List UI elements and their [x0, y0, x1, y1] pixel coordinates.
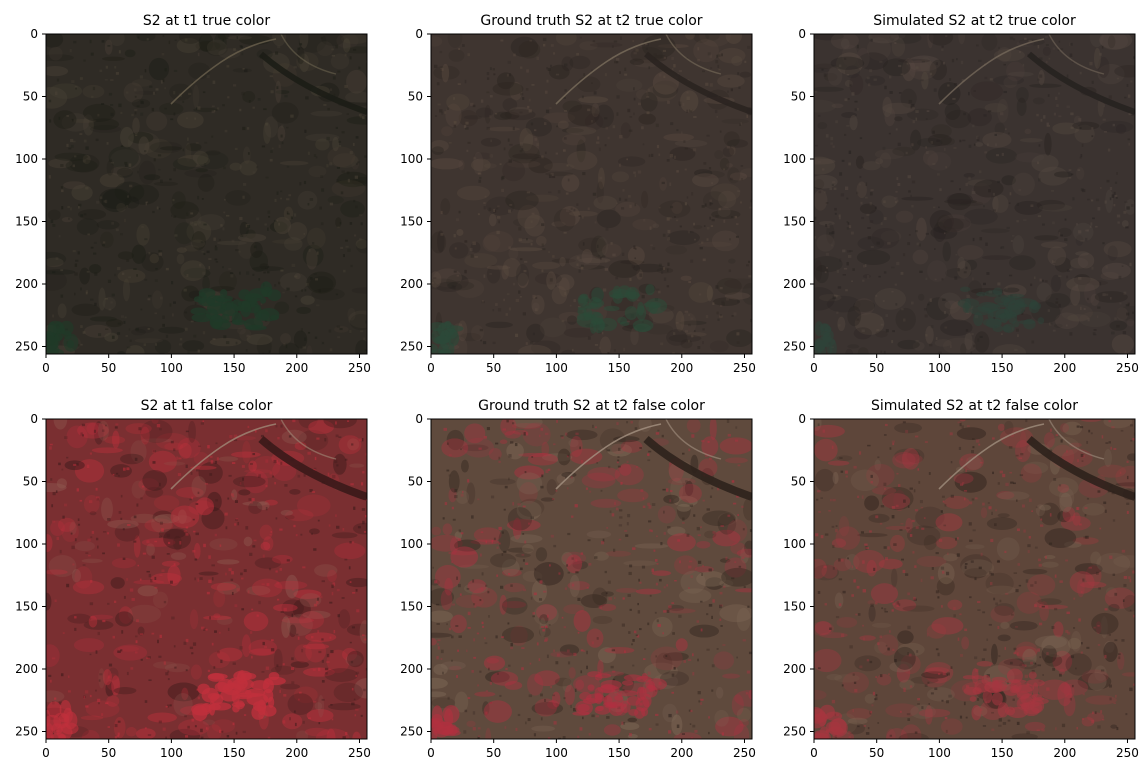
- satellite-image: [431, 419, 752, 739]
- y-tick-label: 50: [408, 475, 423, 489]
- panel-s2-t1-true: S2 at t1 true color 0 50 100 150 200 250 0 50 100…: [15, 13, 371, 375]
- y-tick-label: 150: [783, 215, 806, 229]
- x-tick-label: 50: [869, 361, 884, 375]
- x-tick-label: 250: [348, 361, 371, 375]
- y-tick-label: 250: [400, 340, 423, 354]
- y-tick-label: 150: [15, 600, 38, 614]
- x-tick-label: 150: [608, 361, 631, 375]
- x-tick-label: 250: [1116, 746, 1139, 760]
- panel-title: Simulated S2 at t2 false color: [871, 398, 1078, 414]
- x-tick-label: 200: [1053, 746, 1076, 760]
- x-tick-label: 100: [160, 746, 183, 760]
- x-tick-label: 150: [991, 361, 1014, 375]
- panel-gt-s2-t2-false: Ground truth S2 at t2 false color 0 50 100 1…: [400, 398, 756, 760]
- x-tick-label: 0: [810, 746, 818, 760]
- x-tick-label: 50: [869, 746, 884, 760]
- x-tick-label: 100: [160, 361, 183, 375]
- x-tick-label: 50: [101, 361, 116, 375]
- satellite-image: [46, 34, 367, 354]
- x-tick-label: 150: [608, 746, 631, 760]
- satellite-image: [814, 419, 1135, 739]
- panel-title: Ground truth S2 at t2 false color: [478, 398, 705, 414]
- y-tick-label: 150: [15, 215, 38, 229]
- panel-title: S2 at t1 true color: [143, 13, 271, 29]
- x-tick-label: 100: [545, 746, 568, 760]
- x-tick-label: 0: [42, 361, 50, 375]
- panel-title: Simulated S2 at t2 true color: [873, 13, 1076, 29]
- y-tick-label: 150: [783, 600, 806, 614]
- y-tick-label: 150: [400, 600, 423, 614]
- x-tick-label: 0: [42, 746, 50, 760]
- panel-title: Ground truth S2 at t2 true color: [480, 13, 702, 29]
- y-tick-label: 250: [783, 340, 806, 354]
- panel-sim-s2-t2-true: Simulated S2 at t2 true color 0 50 100 150 20…: [783, 13, 1139, 375]
- x-tick-label: 200: [1053, 361, 1076, 375]
- y-tick-label: 250: [15, 725, 38, 739]
- y-tick-label: 200: [15, 277, 38, 291]
- y-tick-label: 50: [791, 475, 806, 489]
- panel-title: S2 at t1 false color: [141, 398, 273, 414]
- x-tick-label: 150: [991, 746, 1014, 760]
- y-tick-label: 0: [30, 412, 38, 426]
- x-tick-label: 0: [427, 746, 435, 760]
- y-tick-label: 200: [400, 662, 423, 676]
- y-tick-label: 50: [23, 90, 38, 104]
- y-tick-label: 100: [783, 537, 806, 551]
- panel-s2-t1-false: S2 at t1 false color 0 50 100 150 200 250 0 50 10…: [15, 398, 371, 760]
- x-tick-label: 200: [285, 361, 308, 375]
- y-tick-label: 200: [400, 277, 423, 291]
- y-tick-label: 100: [400, 152, 423, 166]
- y-tick-label: 0: [415, 27, 423, 41]
- y-tick-label: 0: [798, 412, 806, 426]
- panel-gt-s2-t2-true: Ground truth S2 at t2 true color 0 50 100 15…: [400, 13, 756, 375]
- x-tick-label: 50: [486, 361, 501, 375]
- y-tick-label: 100: [783, 152, 806, 166]
- y-tick-label: 50: [23, 475, 38, 489]
- x-tick-label: 250: [733, 361, 756, 375]
- y-tick-label: 250: [15, 340, 38, 354]
- x-tick-label: 250: [1116, 361, 1139, 375]
- x-tick-label: 100: [545, 361, 568, 375]
- y-tick-label: 150: [400, 215, 423, 229]
- y-tick-label: 100: [15, 537, 38, 551]
- x-tick-label: 0: [810, 361, 818, 375]
- x-tick-label: 200: [670, 361, 693, 375]
- x-tick-label: 100: [928, 361, 951, 375]
- y-tick-label: 0: [415, 412, 423, 426]
- x-tick-label: 200: [670, 746, 693, 760]
- satellite-image: [46, 419, 367, 739]
- x-tick-label: 50: [101, 746, 116, 760]
- y-tick-label: 250: [400, 725, 423, 739]
- x-tick-label: 250: [733, 746, 756, 760]
- x-tick-label: 250: [348, 746, 371, 760]
- x-tick-label: 50: [486, 746, 501, 760]
- panel-sim-s2-t2-false: Simulated S2 at t2 false color 0 50 100 150 2…: [783, 398, 1139, 760]
- y-tick-label: 100: [400, 537, 423, 551]
- y-tick-label: 50: [408, 90, 423, 104]
- y-tick-label: 0: [798, 27, 806, 41]
- y-tick-label: 200: [783, 662, 806, 676]
- x-tick-label: 150: [223, 746, 246, 760]
- x-tick-label: 150: [223, 361, 246, 375]
- satellite-image: [814, 34, 1135, 354]
- x-tick-label: 200: [285, 746, 308, 760]
- y-tick-label: 50: [791, 90, 806, 104]
- y-tick-label: 0: [30, 27, 38, 41]
- y-tick-label: 250: [783, 725, 806, 739]
- x-tick-label: 0: [427, 361, 435, 375]
- y-tick-label: 200: [783, 277, 806, 291]
- satellite-image: [431, 34, 752, 354]
- x-tick-label: 100: [928, 746, 951, 760]
- y-tick-label: 100: [15, 152, 38, 166]
- y-tick-label: 200: [15, 662, 38, 676]
